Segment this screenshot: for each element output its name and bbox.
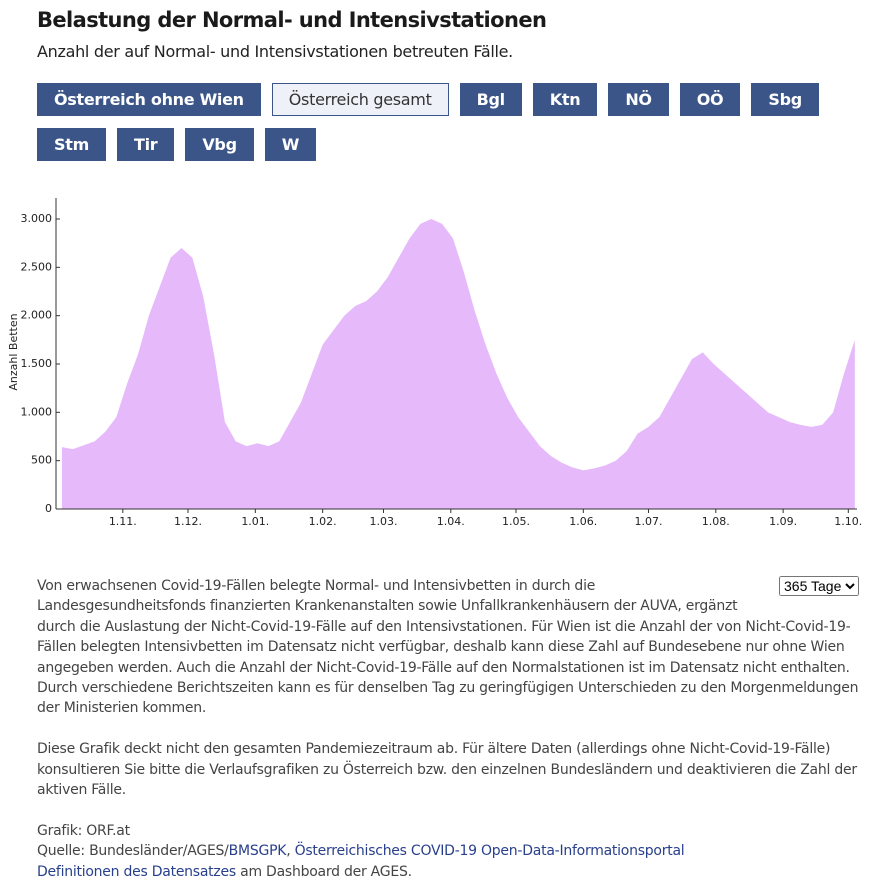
- x-tick-label: 1.10.: [834, 515, 862, 528]
- x-tick-label: 1.06.: [569, 515, 597, 528]
- x-tick-label: 1.09.: [769, 515, 797, 528]
- description: 365 TageVon erwachsenen Covid-19-Fällen …: [37, 576, 859, 882]
- y-tick-label: 2.000: [21, 309, 53, 322]
- source: Quelle: Bundesländer/AGES/BMSGPK, Österr…: [37, 841, 859, 861]
- region-button[interactable]: Ktn: [532, 83, 598, 116]
- region-button[interactable]: Österreich gesamt: [271, 83, 449, 116]
- page: {"header":{"title":"Belastung der Normal…: [7, 8, 863, 880]
- y-tick-label: 3.000: [21, 212, 53, 225]
- region-button[interactable]: OÖ: [679, 83, 741, 116]
- paragraph: 365 TageVon erwachsenen Covid-19-Fällen …: [37, 576, 859, 719]
- x-tick-label: 1.03.: [369, 515, 397, 528]
- x-tick-label: 1.05.: [502, 515, 530, 528]
- area: [62, 219, 855, 509]
- source-text: Quelle: Bundesländer/AGES/: [37, 843, 229, 860]
- link[interactable]: Definitionen des Datensatzes: [37, 863, 236, 880]
- y-tick-label: 2.500: [21, 260, 53, 273]
- x-tick-label: 1.12.: [174, 515, 202, 528]
- region-button[interactable]: Bgl: [459, 83, 522, 116]
- region-button[interactable]: Sbg: [751, 83, 819, 116]
- paragraph: Diese Grafik deckt nicht den gesamten Pa…: [37, 741, 857, 799]
- x-tick-label: 1.01.: [241, 515, 269, 528]
- y-tick-label: 1.500: [21, 357, 53, 370]
- link[interactable]: Österreichisches COVID-19 Open-Data-Info…: [294, 843, 685, 860]
- region-button[interactable]: NÖ: [608, 83, 669, 116]
- definition: Definitionen des Datensatzes am Dashboar…: [37, 862, 859, 882]
- range-select[interactable]: 365 Tage: [779, 576, 859, 596]
- y-tick-label: 500: [31, 454, 52, 467]
- y-axis-label: Anzahl Betten: [7, 313, 20, 390]
- y-tick-label: 0: [45, 502, 52, 515]
- region-button[interactable]: Österreich ohne Wien: [37, 83, 261, 116]
- region-button[interactable]: W: [264, 128, 317, 161]
- link[interactable]: BMSGPK: [228, 843, 287, 860]
- graphic-credit: Grafik: ORF.at: [37, 822, 130, 839]
- credits: Grafik: ORF.at Quelle: Bundesländer/AGES…: [37, 821, 859, 882]
- paragraph-text: Von erwachsenen Covid-19-Fällen belegte …: [37, 578, 859, 717]
- definition-text: am Dashboard der AGES.: [235, 863, 412, 880]
- x-tick-label: 1.07.: [634, 515, 662, 528]
- title: Belastung der Normal- und Intensivstatio…: [37, 8, 547, 32]
- region-button[interactable]: Stm: [37, 128, 106, 161]
- region-button[interactable]: Vbg: [185, 128, 254, 161]
- chart: Anzahl Betten 0 500 1.000 1.500 2.000 2.500 3.…: [7, 198, 862, 528]
- x-tick-label: 1.02.: [309, 515, 337, 528]
- x-tick-label: 1.08.: [702, 515, 730, 528]
- y-tick-label: 1.000: [21, 405, 53, 418]
- x-tick-label: 1.11.: [109, 515, 137, 528]
- source-text: ,: [286, 843, 295, 860]
- x-tick-label: 1.04.: [437, 515, 465, 528]
- region-button[interactable]: Tir: [116, 128, 175, 161]
- region-buttons: Österreich ohne Wien Österreich gesamt Bgl…: [37, 83, 857, 161]
- subtitle: Anzahl der auf Normal- und Intensivstati…: [37, 42, 513, 61]
